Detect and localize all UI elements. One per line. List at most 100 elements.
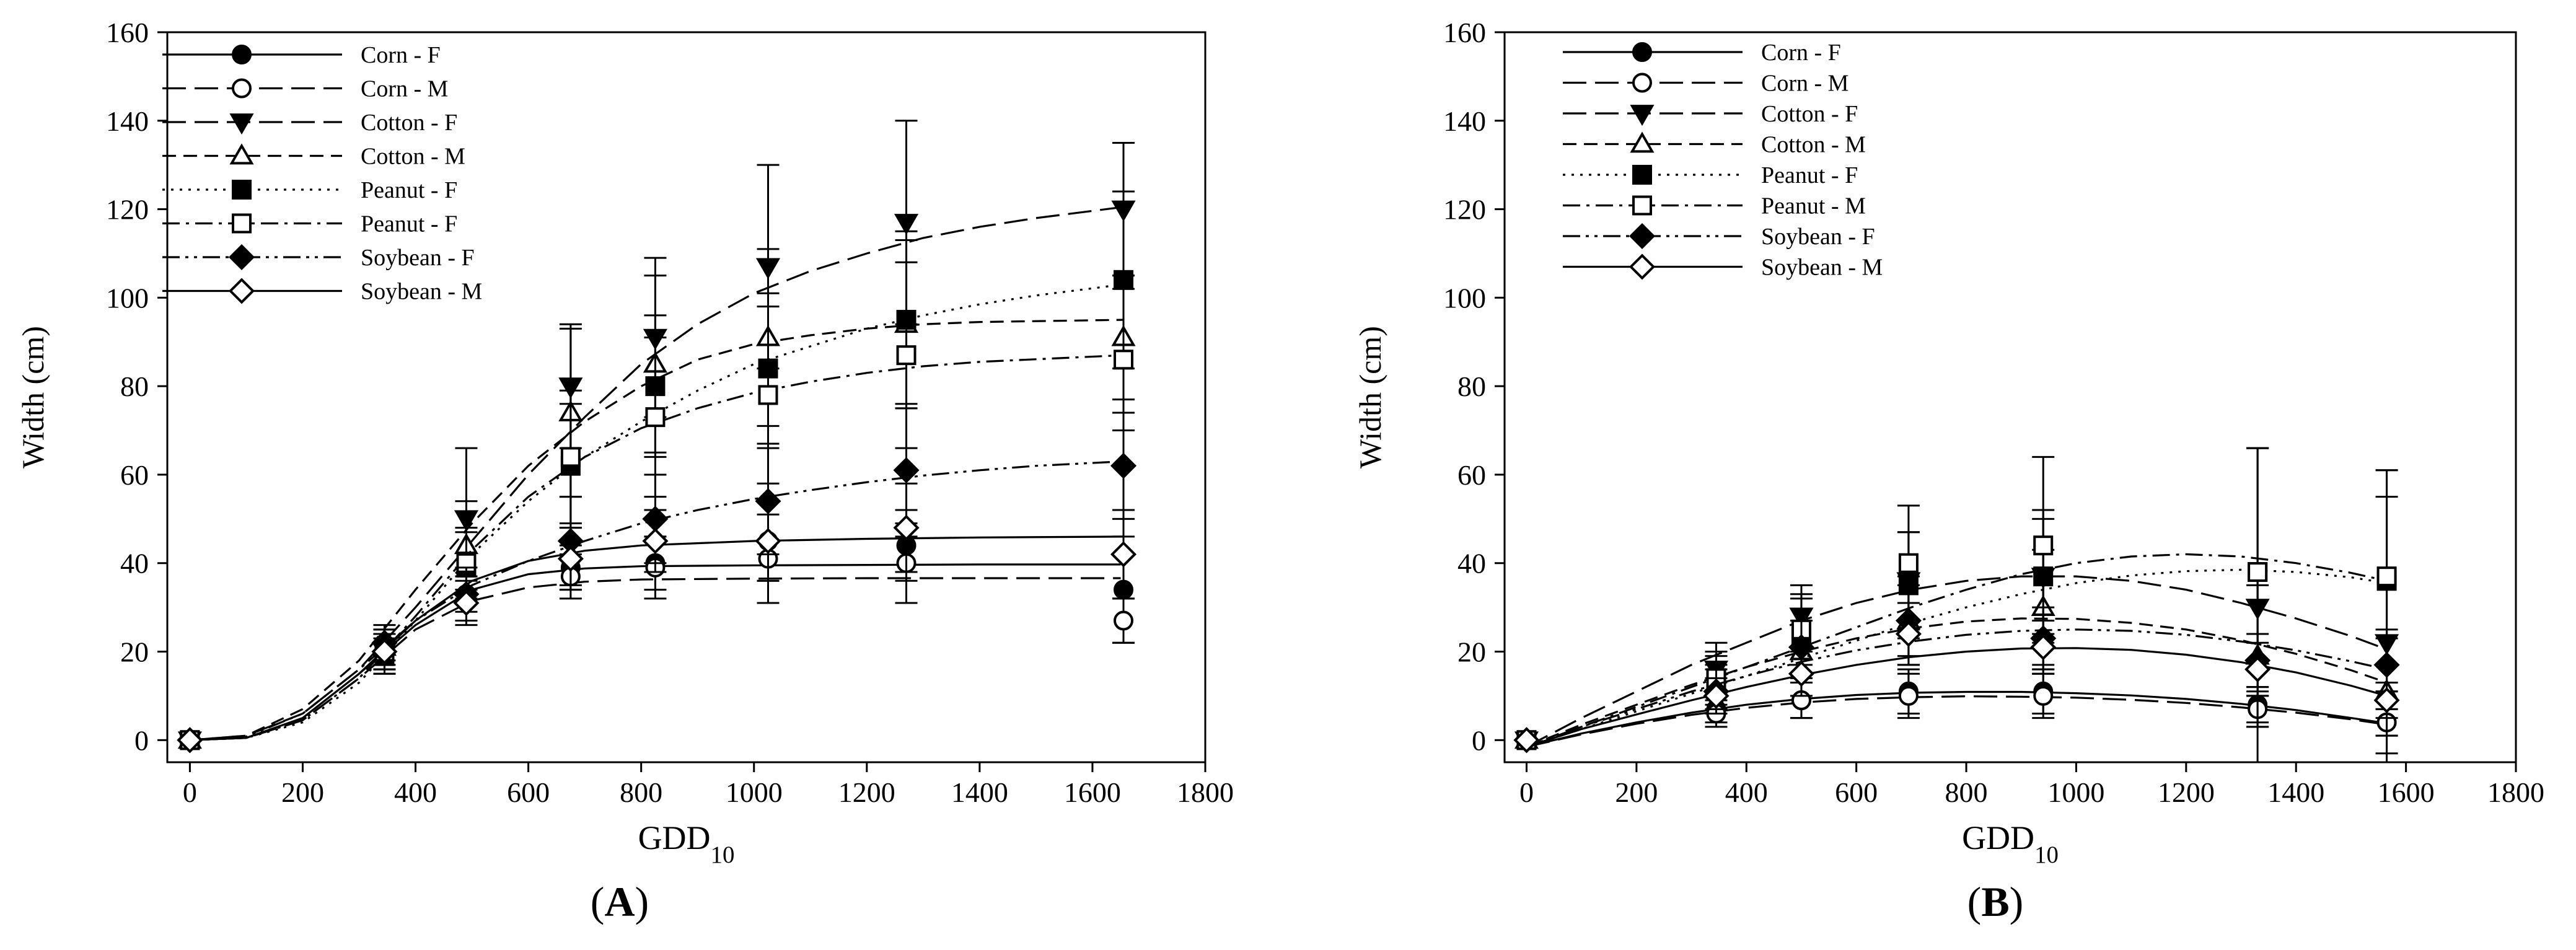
- data-point: [557, 545, 584, 572]
- legend-marker: [232, 78, 252, 99]
- y-tick-label: 140: [1443, 105, 1486, 137]
- data-point: [896, 345, 917, 366]
- legend-label: Corn - M: [361, 76, 448, 102]
- y-tick-label: 40: [1457, 548, 1486, 579]
- legend-label: Peanut - F: [361, 211, 457, 237]
- fit-line: [190, 460, 1124, 741]
- data-point: [755, 528, 781, 555]
- legend-label: Soybean - F: [361, 245, 475, 271]
- panel-letter: A: [604, 878, 635, 925]
- data-point: [1114, 270, 1134, 290]
- y-tick-label: 0: [1472, 724, 1486, 756]
- fit-line: [1526, 617, 2388, 748]
- legend-marker: [232, 213, 252, 234]
- data-point: [1513, 727, 1540, 754]
- series-soybean-m-7: [177, 482, 1137, 754]
- data-point: [1110, 541, 1137, 568]
- data-point: [1895, 620, 1922, 647]
- data-point: [645, 407, 666, 428]
- x-tick-label: 1200: [838, 776, 895, 808]
- legend-label: Cotton - M: [1761, 132, 1866, 158]
- fit-line: [190, 354, 1124, 741]
- x-tick-label: 1600: [2378, 776, 2435, 808]
- y-axis-label: Width (cm): [15, 326, 50, 468]
- y-tick-label: 0: [134, 724, 149, 756]
- data-point: [2373, 651, 2400, 678]
- fit-line: [1526, 628, 2387, 748]
- legend-label: Corn - M: [1761, 71, 1848, 97]
- data-point: [2248, 562, 2268, 583]
- legend-label: Peanut - F: [1761, 162, 1858, 188]
- legend-marker: [228, 244, 255, 271]
- data-point: [560, 447, 581, 467]
- x-tick-label: 0: [183, 776, 197, 808]
- data-point: [758, 385, 778, 405]
- legend-marker: [1629, 253, 1656, 280]
- data-point: [893, 514, 920, 541]
- data-point: [1898, 553, 1919, 573]
- legend-marker: [229, 113, 254, 135]
- y-tick-label: 40: [120, 548, 149, 579]
- y-tick-label: 120: [1443, 194, 1486, 226]
- y-tick-label: 20: [120, 636, 149, 668]
- data-point: [893, 457, 920, 483]
- y-tick-label: 60: [120, 459, 149, 491]
- fit-line: [190, 535, 1124, 741]
- legend-label: Soybean - F: [1761, 224, 1875, 250]
- x-tick-label: 1800: [1177, 776, 1234, 808]
- legend-marker: [229, 143, 254, 165]
- legend-marker: [1630, 131, 1655, 153]
- data-point: [1114, 350, 1134, 370]
- y-tick-label: 140: [106, 105, 149, 137]
- panel-b-chart: 0 200 400 600 800 1000 1200 1400 1600 1800 0 20 40 60…: [1353, 17, 2544, 925]
- x-tick-label: 1000: [2047, 776, 2104, 808]
- legend-marker: [1632, 42, 1652, 62]
- fit-line: [190, 319, 1124, 741]
- data-point: [453, 589, 480, 617]
- data-point: [2033, 685, 2054, 706]
- legend-marker: [1632, 195, 1652, 216]
- x-tick-label: 600: [507, 776, 550, 808]
- fit-line: [1526, 553, 2387, 748]
- plot-frame: [1503, 31, 2517, 763]
- x-tick-label: 1000: [726, 776, 783, 808]
- legend-marker: [1632, 73, 1652, 93]
- legend-marker: [1630, 105, 1655, 126]
- legend-label: Corn - F: [1761, 40, 1841, 66]
- legend-marker: [232, 180, 252, 200]
- legend-label: Soybean - M: [361, 279, 482, 305]
- data-point: [177, 727, 203, 754]
- data-point: [2033, 535, 2054, 556]
- panel-letter: B: [1981, 878, 2009, 925]
- data-point: [2244, 656, 2271, 683]
- x-tick-label: 600: [1835, 776, 1878, 808]
- data-point: [371, 638, 398, 665]
- x-tick-label: 400: [1725, 776, 1768, 808]
- y-tick-label: 20: [1457, 636, 1486, 668]
- x-tick-label: 1800: [2487, 776, 2544, 808]
- fit-line: [1526, 695, 2387, 748]
- legend-marker: [228, 278, 255, 304]
- panel-a-chart: 0 200 400 600 800 1000 1200 1400 1600 1800 0 20 40 60…: [15, 17, 1234, 925]
- fit-line: [1526, 575, 2388, 748]
- data-point: [1110, 452, 1137, 479]
- y-axis-label: Width (cm): [1353, 326, 1387, 468]
- y-tick-label: 120: [106, 194, 149, 226]
- y-tick-label: 60: [1457, 459, 1486, 491]
- legend-label: Cotton - M: [361, 144, 465, 170]
- data-point: [1114, 610, 1134, 631]
- x-tick-label: 1600: [1064, 776, 1121, 808]
- x-tick-label: 200: [281, 776, 324, 808]
- legend-label: Cotton - F: [1761, 101, 1858, 127]
- data-point: [2030, 634, 2057, 661]
- data-point: [642, 528, 669, 555]
- legend-label: Peanut - M: [1761, 193, 1866, 219]
- legend-marker: [1629, 222, 1656, 250]
- y-tick-label: 100: [1443, 282, 1486, 314]
- x-tick-label: 800: [1945, 776, 1988, 808]
- panel-label: (A): [591, 878, 649, 925]
- x-tick-label: 400: [394, 776, 437, 808]
- legend-label: Corn - F: [361, 42, 441, 68]
- x-axis-label-subscript: 10: [711, 842, 735, 868]
